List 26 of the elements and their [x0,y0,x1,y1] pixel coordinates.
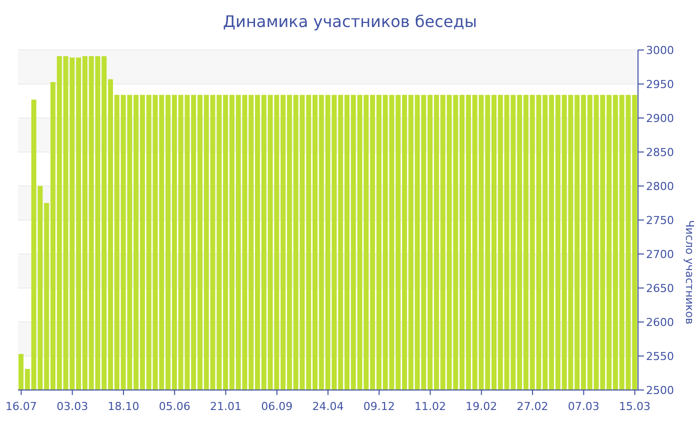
x-tick-label: 24.04 [312,400,344,413]
y-tick-label: 2550 [646,350,674,363]
x-tick-label: 11.02 [414,400,446,413]
x-tick-label: 16.07 [5,400,37,413]
x-tick-label: 06.09 [261,400,293,413]
y-tick-label: 2500 [646,384,674,397]
y-tick-label: 2900 [646,112,674,125]
x-tick-label: 05.06 [158,400,190,413]
x-tick-label: 09.12 [363,400,395,413]
y-tick-label: 2800 [646,180,674,193]
x-tick-label: 21.01 [210,400,242,413]
x-tick-label: 07.03 [568,400,600,413]
x-tick-label: 03.03 [56,400,88,413]
y-tick-label: 2650 [646,282,674,295]
x-tick-label: 15.03 [619,400,651,413]
y-tick-label: 2700 [646,248,674,261]
y-tick-label: 2600 [646,316,674,329]
x-tick-label: 19.02 [466,400,498,413]
y-axis-title: Число участников [683,220,696,324]
y-tick-label: 2950 [646,78,674,91]
x-tick-label: 18.10 [108,400,140,413]
y-tick-label: 2750 [646,214,674,227]
y-tick-label: 3000 [646,44,674,57]
chart-title: Динамика участников беседы [222,12,478,31]
y-tick-label: 2850 [646,146,674,159]
x-tick-label: 27.02 [516,400,548,413]
